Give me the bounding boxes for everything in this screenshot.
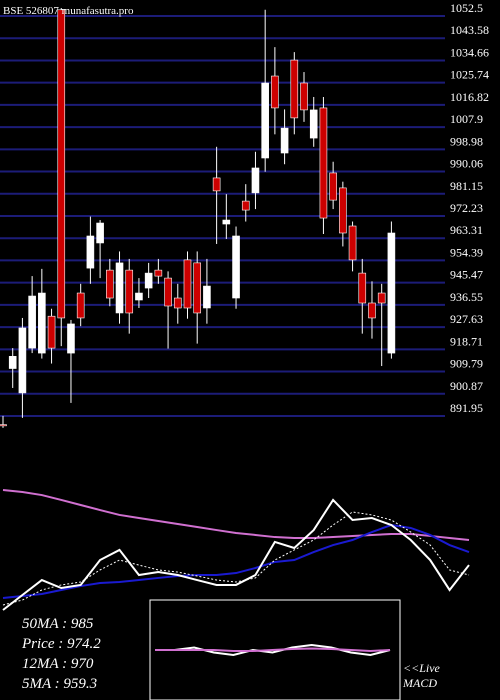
candle-body (309, 109, 318, 139)
candle-body (96, 222, 104, 244)
candle-body (358, 272, 367, 304)
candle-body (18, 327, 27, 394)
candle-body (251, 167, 260, 194)
candle-body (261, 82, 269, 159)
candle-body (106, 269, 114, 299)
candle-body (67, 323, 75, 354)
ma-line (2, 489, 470, 541)
y-tick-label: 900.87 (450, 379, 483, 393)
candle-body (8, 356, 17, 369)
candle-body (115, 262, 124, 314)
y-tick-label: 927.63 (450, 312, 483, 326)
y-tick-label: 972.23 (450, 201, 483, 215)
macd-box (149, 599, 401, 700)
legend-text: 12MA : 970 (22, 656, 94, 672)
candle-body (183, 259, 192, 309)
y-tick-label: 909.79 (450, 357, 483, 371)
candle-body (290, 59, 299, 119)
candle-body (154, 269, 163, 277)
y-tick-label: 981.15 (450, 179, 483, 193)
y-tick-label: 1025.74 (450, 68, 489, 82)
y-tick-label: 998.98 (450, 134, 483, 148)
legend-text: Price : 974.2 (21, 636, 101, 652)
candle-body (319, 107, 328, 219)
candle-body (377, 292, 386, 304)
candle-body (76, 292, 85, 319)
chart-title: BSE 526807 munafasutra.pro (3, 5, 134, 17)
y-tick-label: 891.95 (450, 401, 483, 415)
candle-body (86, 235, 95, 269)
y-tick-label: 990.06 (450, 157, 483, 171)
candle-body (0, 424, 7, 427)
candle-body (280, 127, 289, 154)
y-tick-label: 936.55 (450, 290, 483, 304)
y-tick-label: 1016.82 (450, 90, 489, 104)
annotation: <<Live (403, 661, 441, 675)
y-tick-label: 1043.58 (450, 23, 489, 37)
candle-body (173, 297, 182, 309)
candle-body (348, 225, 357, 261)
y-tick-label: 918.71 (450, 334, 483, 348)
ma-line (155, 643, 391, 657)
ma-line (2, 511, 470, 606)
candle-body (387, 232, 396, 354)
candle-body (212, 177, 221, 192)
y-tick-label: 1052.5 (450, 1, 483, 15)
candle-body (232, 235, 240, 299)
y-tick-label: 954.39 (450, 245, 483, 259)
candle-body (47, 315, 56, 349)
ma-line (2, 498, 470, 611)
annotation: MACD (402, 676, 437, 690)
candle-body (28, 295, 36, 349)
candle-body (300, 82, 308, 111)
y-tick-label: 963.31 (450, 223, 483, 237)
candle-body (144, 272, 153, 289)
legend-text: 5MA : 959.3 (22, 676, 97, 692)
ma-line (155, 647, 391, 653)
candle-body (125, 269, 134, 314)
candle-body (135, 292, 143, 301)
y-tick-label: 945.47 (450, 268, 483, 282)
candle-body (164, 277, 172, 307)
candle-body (222, 219, 231, 225)
candle-body (329, 172, 337, 201)
candle-body (368, 302, 376, 319)
candle-body (38, 292, 46, 354)
candle-body (203, 285, 211, 309)
candle-body (339, 187, 347, 234)
y-tick-label: 1007.9 (450, 112, 483, 126)
y-tick-label: 1034.66 (450, 45, 489, 59)
candle-body (271, 75, 279, 109)
candle-body (57, 9, 66, 319)
candle-body (193, 262, 201, 314)
legend-text: 50MA : 985 (22, 616, 94, 632)
candle-body (241, 200, 250, 211)
